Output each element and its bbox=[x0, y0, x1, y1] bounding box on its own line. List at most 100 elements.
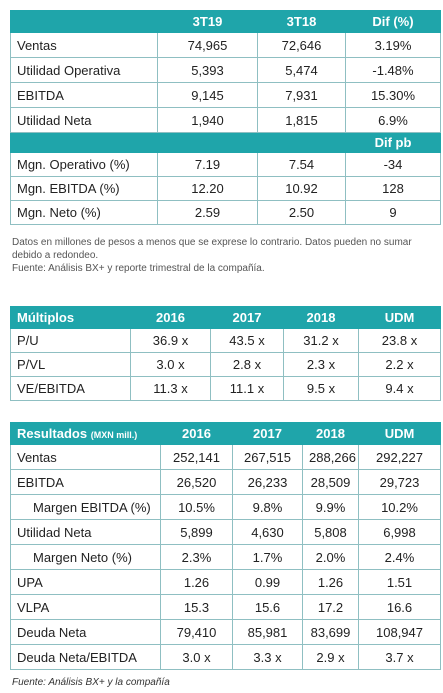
cell: 11.3 x bbox=[130, 376, 211, 401]
cell: 2.3 x bbox=[283, 352, 359, 377]
cell: 3.0 x bbox=[130, 352, 211, 377]
cell: 85,981 bbox=[232, 619, 303, 645]
cell: 4,630 bbox=[232, 519, 303, 545]
cell: 3T19 bbox=[157, 10, 258, 33]
cell: 23.8 x bbox=[358, 328, 441, 353]
cell: 3.3 x bbox=[232, 644, 303, 670]
cell: 15.6 bbox=[232, 594, 303, 620]
row-label: Resultados (MXN mill.) bbox=[10, 422, 161, 445]
table-row: VE/EBITDA 11.3 x 11.1 x 9.5 x 9.4 x bbox=[10, 376, 441, 401]
header-row: Múltiplos 2016 2017 2018 UDM bbox=[10, 306, 441, 329]
cell: -1.48% bbox=[345, 57, 441, 83]
row-label: EBITDA bbox=[10, 469, 161, 495]
cell: 5,899 bbox=[160, 519, 233, 545]
row-label: Múltiplos bbox=[10, 306, 131, 329]
row-label: P/U bbox=[10, 328, 131, 353]
row-label bbox=[10, 132, 158, 153]
cell: 9.5 x bbox=[283, 376, 359, 401]
row-label: Ventas bbox=[10, 32, 158, 58]
table-row: Deuda Neta 79,410 85,981 83,699 108,947 bbox=[10, 619, 441, 645]
cell: 9.8% bbox=[232, 494, 303, 520]
row-label: VLPA bbox=[10, 594, 161, 620]
cell: 17.2 bbox=[302, 594, 359, 620]
row-label: Utilidad Neta bbox=[10, 519, 161, 545]
cell: 7,931 bbox=[257, 82, 346, 108]
cell: UDM bbox=[358, 422, 441, 445]
cell: 26,520 bbox=[160, 469, 233, 495]
cell: -34 bbox=[345, 152, 441, 177]
row-label: P/VL bbox=[10, 352, 131, 377]
cell: 3.7 x bbox=[358, 644, 441, 670]
row-label: Ventas bbox=[10, 444, 161, 470]
cell: 9,145 bbox=[157, 82, 258, 108]
cell: 1,815 bbox=[257, 107, 346, 133]
cell: 128 bbox=[345, 176, 441, 201]
row-label bbox=[10, 10, 158, 33]
cell: 1.26 bbox=[160, 569, 233, 595]
cell: 1,940 bbox=[157, 107, 258, 133]
cell: Dif (%) bbox=[345, 10, 441, 33]
cell: 9 bbox=[345, 200, 441, 225]
cell: 2.0% bbox=[302, 544, 359, 570]
table-unit: (MXN mill.) bbox=[90, 430, 138, 440]
cell: 29,723 bbox=[358, 469, 441, 495]
row-label: Mgn. EBITDA (%) bbox=[10, 176, 158, 201]
cell: 83,699 bbox=[302, 619, 359, 645]
cell: 0.99 bbox=[232, 569, 303, 595]
table-row: UPA 1.26 0.99 1.26 1.51 bbox=[10, 569, 441, 595]
cell: 267,515 bbox=[232, 444, 303, 470]
header-row: Resultados (MXN mill.) 2016 2017 2018 UDM bbox=[10, 422, 441, 445]
header-row: 3T19 3T18 Dif (%) bbox=[10, 10, 441, 33]
note: Datos en millones de pesos a menos que s… bbox=[12, 237, 412, 261]
cell bbox=[257, 132, 346, 153]
table-title: Resultados bbox=[17, 426, 88, 441]
cell: 2.8 x bbox=[210, 352, 284, 377]
cell: 6,998 bbox=[358, 519, 441, 545]
footer: Fuente: Análisis BX+ y la compañía bbox=[12, 677, 170, 688]
cell: 10.5% bbox=[160, 494, 233, 520]
note-block: Datos en millones de pesos a menos que s… bbox=[12, 236, 432, 275]
cell: 1.7% bbox=[232, 544, 303, 570]
cell: 5,474 bbox=[257, 57, 346, 83]
cell: 7.54 bbox=[257, 152, 346, 177]
cell: 288,266 bbox=[302, 444, 359, 470]
table-row: Ventas 74,965 72,646 3.19% bbox=[10, 32, 441, 58]
table-row: Utilidad Operativa 5,393 5,474 -1.48% bbox=[10, 57, 441, 83]
cell: 2017 bbox=[210, 306, 284, 329]
cell: 2.59 bbox=[157, 200, 258, 225]
cell: 3T18 bbox=[257, 10, 346, 33]
cell: 43.5 x bbox=[210, 328, 284, 353]
cell: 108,947 bbox=[358, 619, 441, 645]
summary-table: 3T19 3T18 Dif (%) Ventas 74,965 72,646 3.19% Ut… bbox=[10, 10, 441, 225]
cell: 10.2% bbox=[358, 494, 441, 520]
table-row: Ventas 252,141 267,515 288,266 292,227 bbox=[10, 444, 441, 470]
cell: 2016 bbox=[130, 306, 211, 329]
table-row: Mgn. Neto (%) 2.59 2.50 9 bbox=[10, 200, 441, 225]
results-table: Resultados (MXN mill.) 2016 2017 2018 UDM Ven… bbox=[10, 422, 441, 670]
table-row: Margen Neto (%) 2.3% 1.7% 2.0% 2.4% bbox=[10, 544, 441, 570]
row-label: Deuda Neta bbox=[10, 619, 161, 645]
table-row: Mgn. EBITDA (%) 12.20 10.92 128 bbox=[10, 176, 441, 201]
cell: 26,233 bbox=[232, 469, 303, 495]
row-label: Utilidad Neta bbox=[10, 107, 158, 133]
table-row: P/VL 3.0 x 2.8 x 2.3 x 2.2 x bbox=[10, 352, 441, 377]
cell bbox=[157, 132, 258, 153]
cell: 79,410 bbox=[160, 619, 233, 645]
cell: 9.4 x bbox=[358, 376, 441, 401]
row-label: Margen EBITDA (%) bbox=[10, 494, 161, 520]
cell: 2.3% bbox=[160, 544, 233, 570]
table-row: Margen EBITDA (%) 10.5% 9.8% 9.9% 10.2% bbox=[10, 494, 441, 520]
table-row: Mgn. Operativo (%) 7.19 7.54 -34 bbox=[10, 152, 441, 177]
cell: 12.20 bbox=[157, 176, 258, 201]
cell: 28,509 bbox=[302, 469, 359, 495]
cell: 36.9 x bbox=[130, 328, 211, 353]
cell: 2.9 x bbox=[302, 644, 359, 670]
cell: 2017 bbox=[232, 422, 303, 445]
cell: 15.3 bbox=[160, 594, 233, 620]
cell: 2018 bbox=[302, 422, 359, 445]
source: Fuente: Análisis BX+ y reporte trimestra… bbox=[12, 263, 265, 274]
cell: 2016 bbox=[160, 422, 233, 445]
row-label: UPA bbox=[10, 569, 161, 595]
